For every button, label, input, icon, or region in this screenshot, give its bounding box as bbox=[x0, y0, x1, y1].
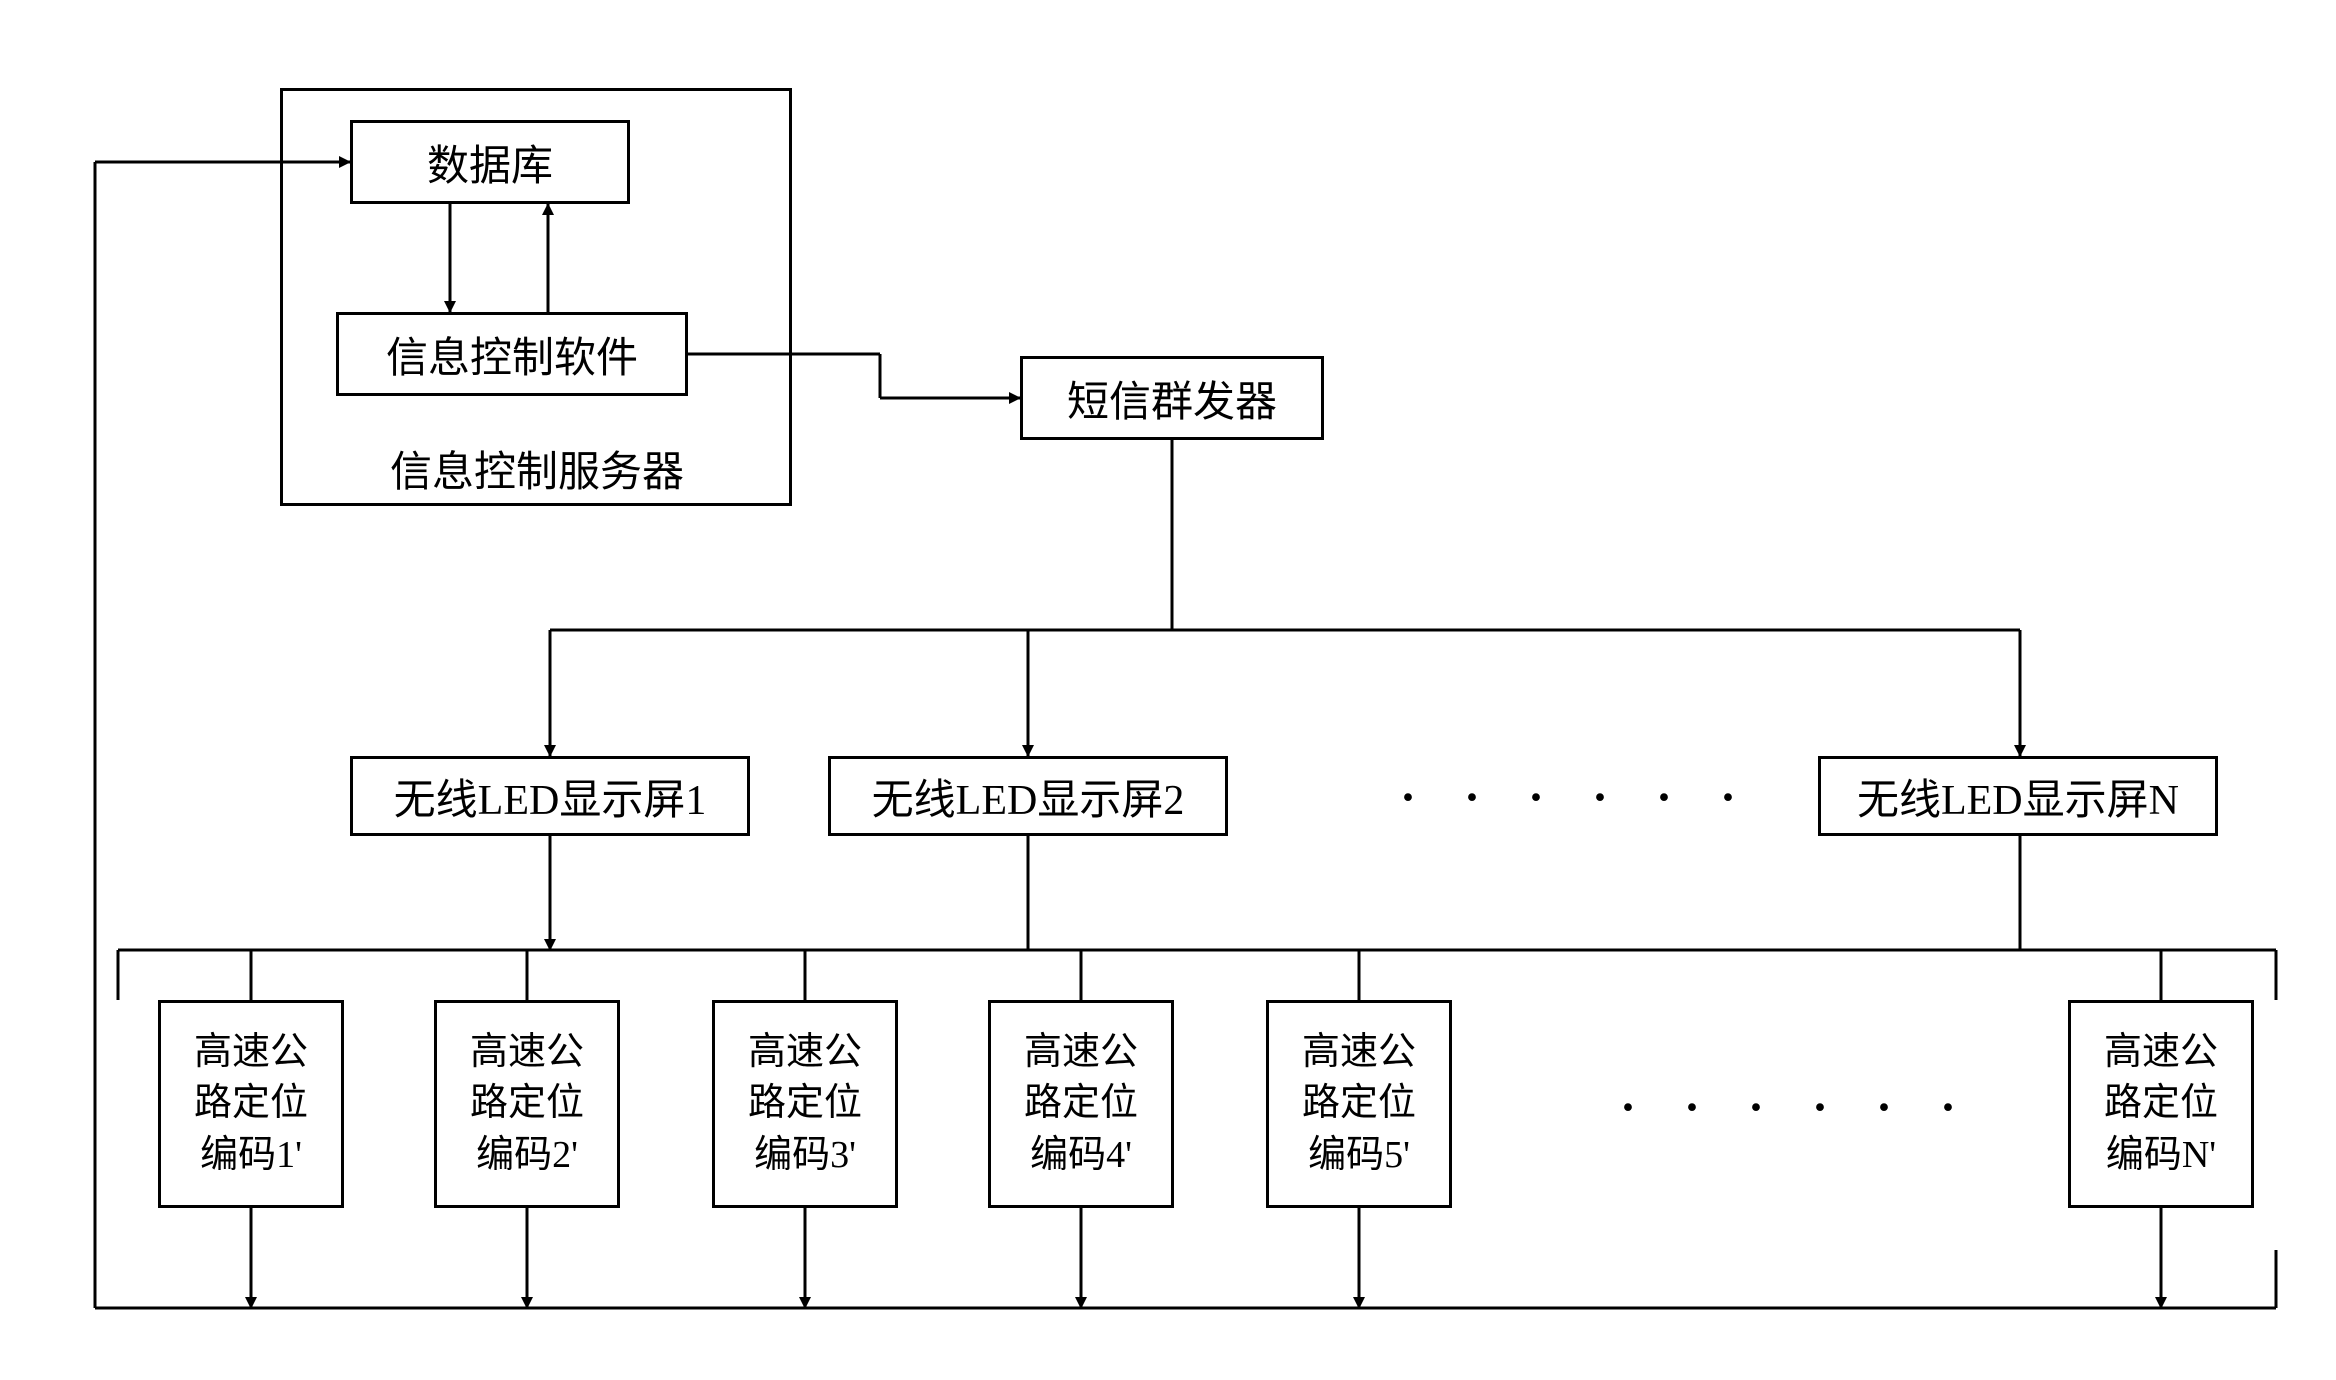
sms-sender-box: 短信群发器 bbox=[1020, 356, 1324, 440]
database-box: 数据库 bbox=[350, 120, 630, 204]
loc2-box: 高速公 路定位 编码2' bbox=[434, 1000, 620, 1208]
ledN-label: 无线LED显示屏N bbox=[1857, 766, 2179, 827]
loc1-label: 高速公 路定位 编码1' bbox=[194, 1027, 308, 1181]
dots-row2: · · · · · · bbox=[1620, 1080, 1974, 1135]
led1-box: 无线LED显示屏1 bbox=[350, 756, 750, 836]
ledN-box: 无线LED显示屏N bbox=[1818, 756, 2218, 836]
loc4-box: 高速公 路定位 编码4' bbox=[988, 1000, 1174, 1208]
loc4-label: 高速公 路定位 编码4' bbox=[1024, 1027, 1138, 1181]
loc5-box: 高速公 路定位 编码5' bbox=[1266, 1000, 1452, 1208]
led2-box: 无线LED显示屏2 bbox=[828, 756, 1228, 836]
loc3-box: 高速公 路定位 编码3' bbox=[712, 1000, 898, 1208]
server-label: 信息控制服务器 bbox=[390, 438, 684, 499]
locN-label: 高速公 路定位 编码N' bbox=[2104, 1027, 2218, 1181]
loc2-label: 高速公 路定位 编码2' bbox=[470, 1027, 584, 1181]
led1-label: 无线LED显示屏1 bbox=[394, 766, 707, 827]
led2-label: 无线LED显示屏2 bbox=[872, 766, 1185, 827]
loc1-box: 高速公 路定位 编码1' bbox=[158, 1000, 344, 1208]
loc5-label: 高速公 路定位 编码5' bbox=[1302, 1027, 1416, 1181]
dots-row1: · · · · · · bbox=[1400, 770, 1754, 825]
locN-box: 高速公 路定位 编码N' bbox=[2068, 1000, 2254, 1208]
loc3-label: 高速公 路定位 编码3' bbox=[748, 1027, 862, 1181]
software-box: 信息控制软件 bbox=[336, 312, 688, 396]
sms-sender-label: 短信群发器 bbox=[1067, 368, 1277, 429]
software-label: 信息控制软件 bbox=[386, 324, 638, 385]
database-label: 数据库 bbox=[427, 132, 553, 193]
